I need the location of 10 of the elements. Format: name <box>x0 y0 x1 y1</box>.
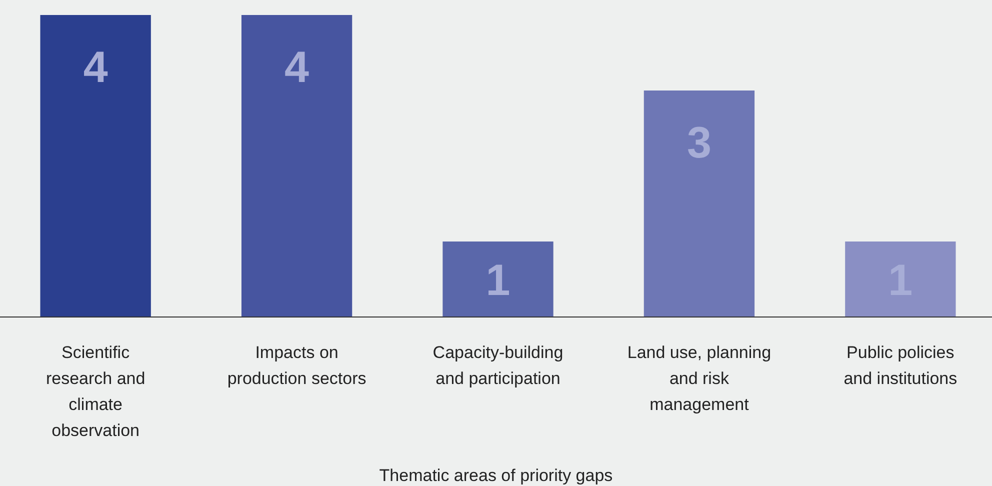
data-label: 1 <box>486 256 510 306</box>
data-label: 3 <box>686 118 712 168</box>
x-tick-label: Capacity-building and participation <box>432 343 564 388</box>
x-tick-label: Impacts on production sectors <box>227 343 366 388</box>
data-label: 4 <box>83 42 108 92</box>
x-tick-label: Public policies and institutions <box>844 343 958 388</box>
x-tick-label: Land use, planning and risk management <box>627 343 772 414</box>
data-label: 4 <box>284 42 310 92</box>
x-axis-title: Thematic areas of priority gaps <box>379 466 613 485</box>
x-tick-label: Scientific research and climate observation <box>46 343 146 440</box>
